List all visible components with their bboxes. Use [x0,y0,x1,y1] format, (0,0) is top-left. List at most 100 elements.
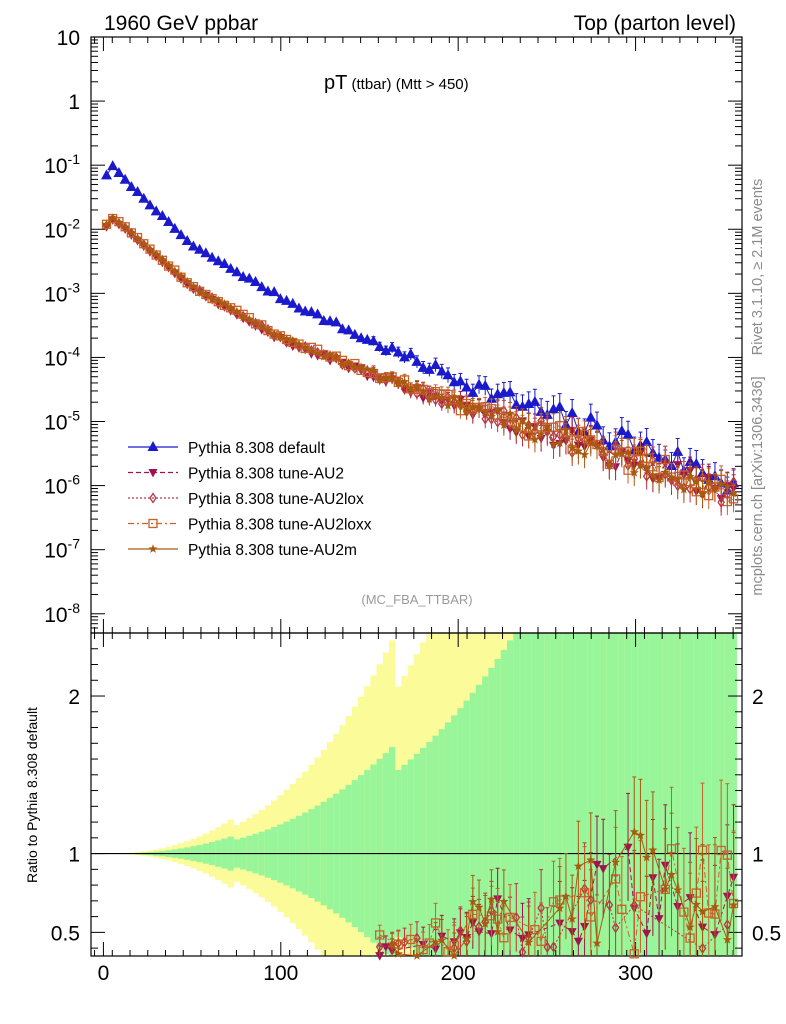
ratio-point-au2m [573,861,583,871]
rivet-version-label: Rivet 3.1.10, ≥ 2.1M events [750,179,766,355]
legend-label-default: Pythia 8.308 default [188,440,326,457]
ratio-band-inner [513,633,520,956]
ratio-band-inner [463,700,471,956]
ratio-point-au2m [561,891,571,901]
data-point-au2m [288,335,298,345]
data-point-default [529,395,541,406]
data-point-au2m [567,443,577,452]
data-point-au2m [188,281,199,291]
data-point-default [175,229,187,240]
data-point-au2m [368,365,379,375]
ratio-point-au2 [592,860,602,870]
y-tick-exponent: -2 [68,215,81,231]
ratio-point-au2m [567,914,577,923]
data-point-au2m [710,483,720,493]
legend-marker-default [147,441,159,451]
data-point-au2m [642,462,652,472]
data-point-default [430,358,442,369]
data-point-au2m [716,479,726,488]
data-point-au2lox [177,272,185,284]
data-point-default [380,344,392,355]
ratio-series-au2m [387,776,739,960]
y-tick-exponent: -3 [68,279,81,295]
data-point-au2m [244,314,254,323]
x-tick-label: 100 [263,962,298,985]
ratio-point-au2 [598,865,608,874]
legend-entry-au2m: Pythia 8.308 tune-AU2m [128,542,357,559]
data-point-au2m [114,217,124,227]
ratio-band-inner [550,633,557,956]
data-point-au2m [412,381,422,391]
data-point-default [212,255,224,266]
ratio-band-inner [519,633,526,956]
data-point-au2m [101,219,112,229]
data-point-default [467,386,479,397]
data-point-au2m [356,362,366,371]
ratio-point-au2m [666,869,677,879]
y-tick-label-main: 10-1 [44,151,80,178]
ratio-band-inner [451,715,458,956]
data-point-default [504,386,516,397]
data-point-au2m [157,255,167,264]
series-line-au2lox [106,218,735,504]
y-tick-base: 10 [44,604,67,627]
data-point-au2m [604,460,614,470]
y-tick-label-main: 10-6 [44,472,80,499]
ratio-band-inner [612,633,620,956]
data-point-au2m [232,306,242,316]
plot-title-main: pT [324,72,347,94]
ratio-point-au2m [412,951,422,960]
ratio-band-inner [432,735,439,956]
data-point-default [268,286,280,297]
data-point-default [101,169,113,180]
ratio-point-au2m [642,852,652,862]
data-point-au2m [263,325,273,334]
y-tick-label-ratio-right: 1 [752,844,764,867]
ratio-point-au2lox [549,941,558,953]
y-tick-base: 10 [44,540,67,563]
data-point-au2m [207,293,217,303]
ratio-point-au2m [629,827,639,836]
ratio-point-au2loxx [406,934,416,945]
data-point-default [156,209,168,220]
data-point-default [442,369,454,380]
data-point-default [510,398,522,409]
y-tick-label-main: 10-5 [44,408,80,435]
data-point-au2m [219,299,230,308]
data-point-default [436,365,448,376]
ratio-point-au2m [480,919,490,928]
y-tick-base: 10 [44,283,67,306]
legend-label-au2: Pythia 8.308 tune-AU2 [188,466,344,483]
data-point-au2m [623,447,633,457]
y-tick-label-ratio-left: 1 [68,844,80,867]
ratio-point-au2loxx [536,936,546,946]
data-point-au2m [337,359,348,369]
data-point-au2m [170,266,180,275]
data-point-default [405,348,417,359]
legend-entry-au2: Pythia 8.308 tune-AU2 [128,466,344,483]
data-point-au2m [474,402,484,412]
data-point-au2m [213,295,223,305]
ratio-band-inner [544,633,551,956]
ratio-point-au2loxx [418,944,428,955]
ratio-band-inner [389,746,396,956]
ratio-point-au2m [555,903,565,913]
data-point-au2m [387,372,397,382]
data-point-au2m [431,391,441,401]
y-tick-label-main: 10-3 [44,279,80,306]
ratio-point-au2m [524,937,534,947]
data-point-au2m [406,383,416,393]
data-point-au2m [449,392,459,402]
ratio-band-inner [426,741,433,956]
legend-marker-au2loxx [148,518,158,529]
data-point-default [411,355,423,366]
ratio-point-au2m [486,894,497,904]
data-point-au2m [673,474,683,483]
ratio-band-inner [531,633,539,956]
ratio-point-au2m [449,951,459,960]
ratio-band-inner [600,633,607,956]
ratio-band-inner [730,633,737,956]
ratio-band-inner [538,633,545,956]
ratio-point-au2m [431,937,441,947]
data-point-default [163,216,175,227]
